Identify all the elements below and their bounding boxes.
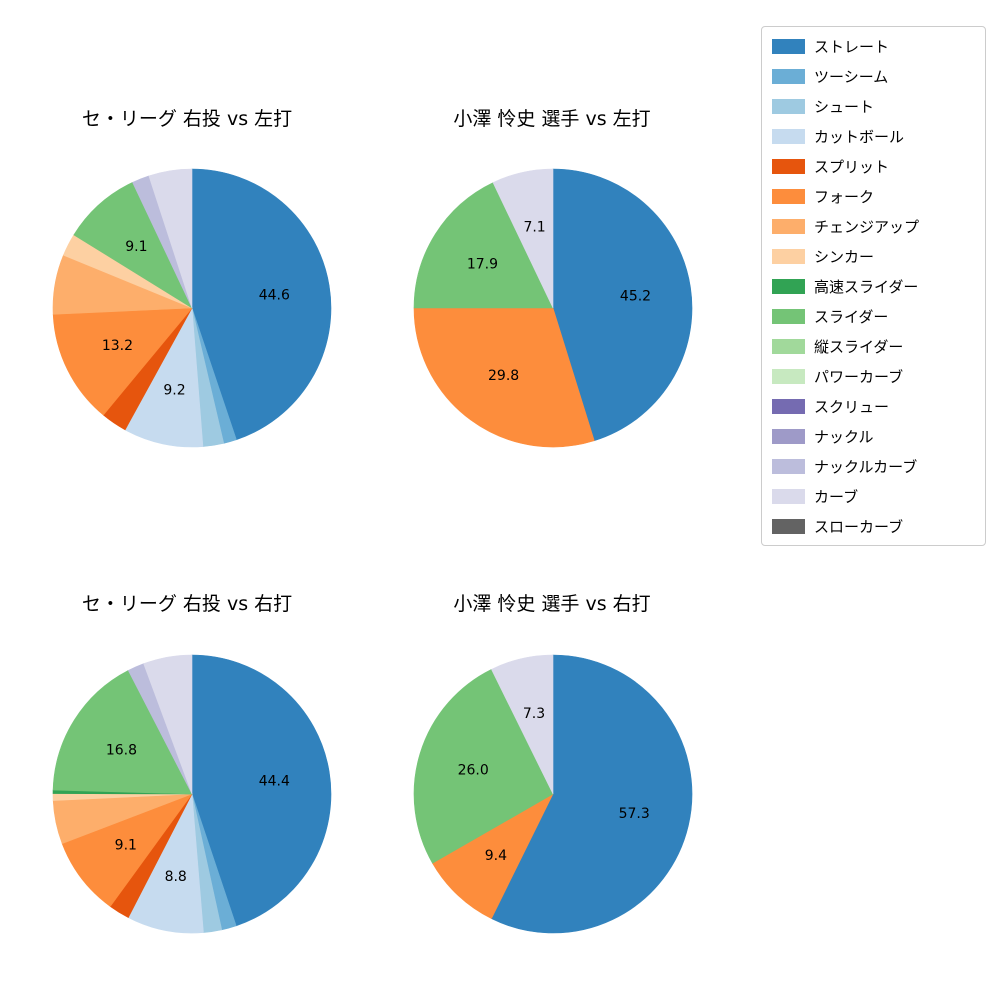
chart-title-ozawa-vs-left: 小澤 怜史 選手 vs 左打 xyxy=(453,108,651,130)
legend-item-15: カーブ xyxy=(772,486,975,506)
legend-color-swatch xyxy=(772,338,805,354)
pie-chart-ce-league-vs-left: 44.6 9.2 13.2 9.1 xyxy=(52,168,332,448)
pie-svg: 57.3 9.4 26.0 7.3 xyxy=(413,654,693,934)
pie-value-label: 16.8 xyxy=(106,743,137,759)
pie-slice-カーブ xyxy=(491,654,554,795)
pie-svg: 45.2 29.8 17.9 7.1 xyxy=(413,168,693,448)
legend-color-swatch xyxy=(772,518,805,534)
legend-label: チェンジアップ xyxy=(814,217,920,236)
legend-color-swatch xyxy=(772,158,805,174)
legend-label: ナックルカーブ xyxy=(814,457,918,476)
legend-label: スローカーブ xyxy=(814,517,904,536)
legend-item-4: スプリット xyxy=(772,156,975,176)
pie-value-label: 44.4 xyxy=(259,774,290,790)
pie-value-label: 8.8 xyxy=(165,869,187,885)
legend-color-swatch xyxy=(772,38,805,54)
legend-label: カットボール xyxy=(814,127,905,146)
chart-title-ce-league-vs-right: セ・リーグ 右投 vs 右打 xyxy=(81,593,293,615)
pie-chart-ozawa-vs-right: 57.3 9.4 26.0 7.3 xyxy=(413,654,693,934)
legend-item-1: ツーシーム xyxy=(772,66,975,86)
pie-slice-カーブ xyxy=(148,168,193,309)
legend-label: スクリュー xyxy=(814,397,890,416)
legend-item-13: ナックル xyxy=(772,426,975,446)
legend-color-swatch xyxy=(772,128,805,144)
pie-slice-フォーク xyxy=(432,793,554,920)
pie-chart-ozawa-vs-left: 45.2 29.8 17.9 7.1 xyxy=(413,168,693,448)
legend-color-swatch xyxy=(772,398,805,414)
pie-slice-ストレート xyxy=(191,168,332,441)
legend-label: 縦スライダー xyxy=(814,337,904,356)
legend-color-swatch xyxy=(772,278,805,294)
legend-color-swatch xyxy=(772,488,805,504)
legend-item-7: シンカー xyxy=(772,246,975,266)
pitch-type-legend: ストレートツーシームシュートカットボール スプリットフォークチェンジアップ シンカー… xyxy=(761,26,986,546)
pie-value-label: 9.1 xyxy=(125,239,147,255)
pie-value-label: 7.1 xyxy=(523,220,545,236)
legend-label: スライダー xyxy=(814,307,889,326)
legend-color-swatch xyxy=(772,188,805,204)
pie-slice-カットボール xyxy=(124,306,204,448)
legend-item-3: カットボール xyxy=(772,126,975,146)
pie-value-label: 9.4 xyxy=(485,848,507,864)
legend-item-6: チェンジアップ xyxy=(772,216,975,236)
legend-label: 高速スライダー xyxy=(814,277,919,296)
legend-label: カーブ xyxy=(814,487,859,506)
legend-label: フォーク xyxy=(814,187,875,206)
chart-title-ce-league-vs-left: セ・リーグ 右投 vs 左打 xyxy=(81,108,293,130)
pie-value-label: 7.3 xyxy=(523,706,545,722)
pie-slice-カーブ xyxy=(492,168,554,309)
pie-slice-ストレート xyxy=(191,654,332,927)
pie-value-label: 29.8 xyxy=(488,368,519,384)
pie-slice-スライダー xyxy=(52,670,193,795)
legend-label: ナックル xyxy=(814,427,874,446)
legend-color-swatch xyxy=(772,98,805,114)
chart-title-ozawa-vs-right: 小澤 怜史 選手 vs 右打 xyxy=(453,593,651,615)
legend-color-swatch xyxy=(772,458,805,474)
legend-item-14: ナックルカーブ xyxy=(772,456,975,476)
legend-label: シンカー xyxy=(814,247,875,266)
pie-value-label: 9.1 xyxy=(115,838,137,854)
legend-item-5: フォーク xyxy=(772,186,975,206)
pie-slice-フォーク xyxy=(52,307,193,416)
legend-label: パワーカーブ xyxy=(814,367,904,386)
pie-slice-フォーク xyxy=(61,793,193,907)
legend-color-swatch xyxy=(772,218,805,234)
pie-value-label: 45.2 xyxy=(620,289,651,305)
pie-value-label: 57.3 xyxy=(619,806,650,822)
legend-color-swatch xyxy=(772,368,805,384)
legend-label: スプリット xyxy=(814,157,890,176)
pie-slice-ストレート xyxy=(491,654,693,934)
legend-item-0: ストレート xyxy=(772,36,975,56)
pie-svg: 44.6 9.2 13.2 9.1 xyxy=(52,168,332,448)
legend-color-swatch xyxy=(772,308,805,324)
pie-slice-スライダー xyxy=(73,181,193,309)
pie-slice-カーブ xyxy=(143,654,193,795)
legend-item-9: スライダー xyxy=(772,306,975,326)
pie-value-label: 44.6 xyxy=(259,288,290,304)
pie-slice-スライダー xyxy=(413,182,554,309)
pie-svg: 44.4 8.8 9.1 16.8 xyxy=(52,654,332,934)
pie-slice-ストレート xyxy=(552,168,693,442)
pie-value-label: 17.9 xyxy=(467,257,498,273)
legend-color-swatch xyxy=(772,248,805,264)
legend-item-16: スローカーブ xyxy=(772,516,975,536)
legend-color-swatch xyxy=(772,68,805,84)
legend-label: ストレート xyxy=(814,37,890,56)
pie-slice-フォーク xyxy=(413,307,595,448)
legend-item-11: パワーカーブ xyxy=(772,366,975,386)
pie-value-label: 13.2 xyxy=(102,338,133,354)
legend-label: ツーシーム xyxy=(814,67,889,86)
legend-color-swatch xyxy=(772,428,805,444)
pie-value-label: 26.0 xyxy=(458,763,489,779)
pie-value-label: 9.2 xyxy=(163,383,185,399)
legend-label: シュート xyxy=(814,97,875,116)
pie-chart-ce-league-vs-right: 44.4 8.8 9.1 16.8 xyxy=(52,654,332,934)
legend-item-10: 縦スライダー xyxy=(772,336,975,356)
legend-item-12: スクリュー xyxy=(772,396,975,416)
legend-item-8: 高速スライダー xyxy=(772,276,975,296)
pie-slice-スライダー xyxy=(413,668,554,864)
legend-item-2: シュート xyxy=(772,96,975,116)
